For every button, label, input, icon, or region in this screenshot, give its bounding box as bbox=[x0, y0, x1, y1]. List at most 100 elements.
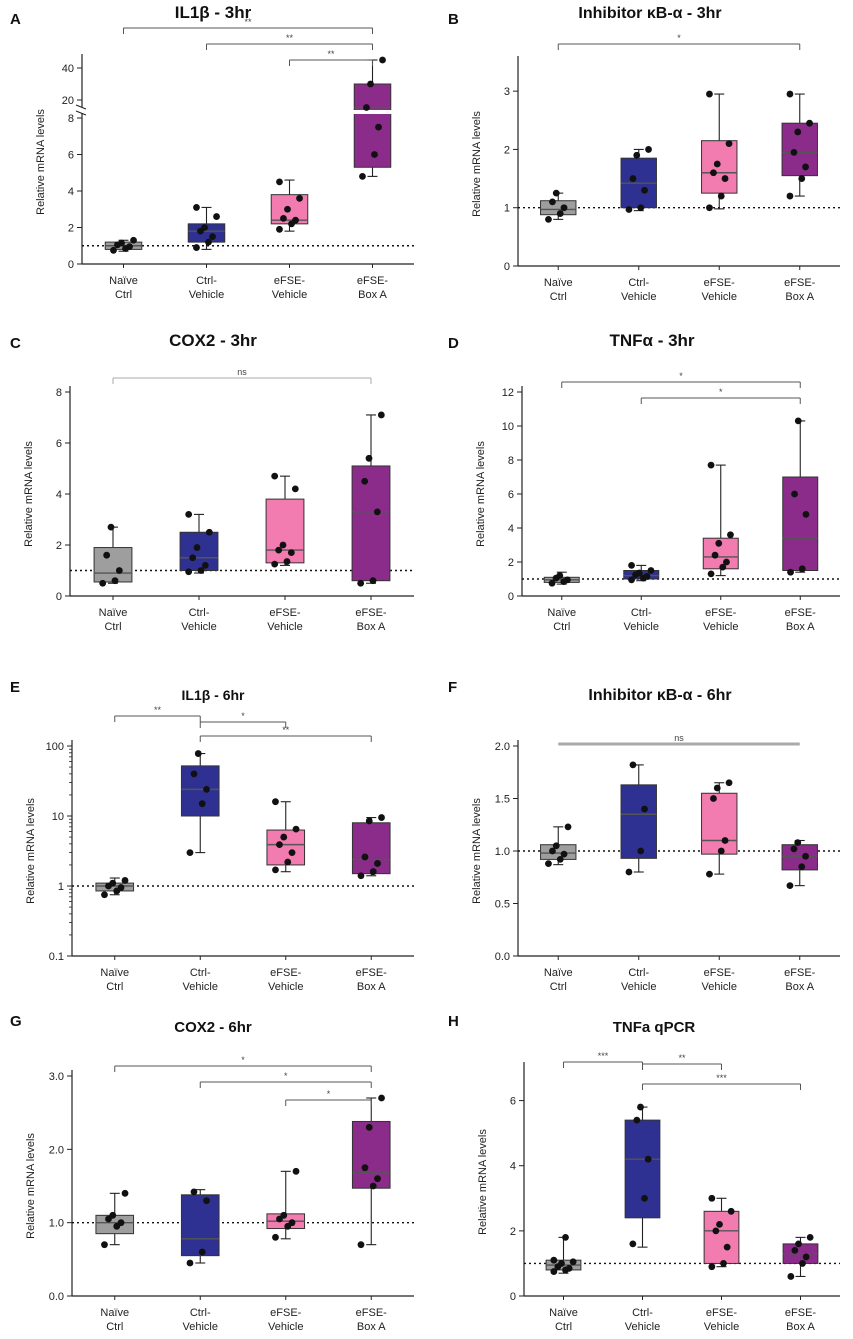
x-category-label: eFSE- bbox=[784, 967, 816, 979]
data-point bbox=[644, 1155, 652, 1163]
y-axis-label: Relative mRNA levels bbox=[25, 1133, 37, 1239]
data-point bbox=[205, 238, 212, 246]
data-point bbox=[802, 852, 809, 860]
data-point bbox=[725, 140, 733, 148]
box-3 bbox=[265, 498, 305, 564]
data-point bbox=[552, 842, 560, 850]
data-point bbox=[790, 148, 798, 156]
data-point bbox=[552, 189, 560, 197]
chart-title: TNFa qPCR bbox=[613, 1019, 696, 1036]
x-category-label: Box A bbox=[785, 291, 814, 303]
box-3 bbox=[701, 792, 738, 855]
y-axis-label: Relative mRNA levels bbox=[475, 441, 487, 547]
y-tick-label: 4 bbox=[510, 1161, 516, 1173]
data-point bbox=[562, 1233, 569, 1241]
data-point bbox=[637, 204, 645, 212]
x-category-label: Ctrl- bbox=[189, 607, 210, 619]
data-point bbox=[641, 805, 648, 813]
data-point bbox=[288, 1219, 296, 1227]
data-point bbox=[186, 1259, 194, 1267]
data-point bbox=[280, 833, 288, 841]
data-point bbox=[564, 823, 572, 831]
panel-letter: H bbox=[448, 1013, 459, 1030]
sig-label: ns bbox=[237, 367, 247, 377]
data-point bbox=[564, 576, 571, 584]
x-category-label: Ctrl- bbox=[628, 277, 649, 289]
data-point bbox=[721, 175, 729, 182]
x-category-label: Naïve bbox=[547, 607, 576, 619]
x-category-label: eFSE- bbox=[355, 607, 387, 619]
x-category-label: Box A bbox=[358, 289, 387, 301]
chart-f: F Inhibitor κB-α - 6hr 0.0 0.5 1.0 1.5 2.0 Rela… bbox=[448, 679, 840, 993]
x-category-label: eFSE- bbox=[785, 1307, 817, 1319]
y-tick-label: 1.0 bbox=[49, 1218, 64, 1230]
x-category-label: Vehicle bbox=[268, 981, 303, 993]
data-point bbox=[189, 554, 197, 562]
x-category-label: eFSE- bbox=[270, 967, 302, 979]
data-point bbox=[715, 539, 723, 547]
data-point bbox=[109, 1211, 117, 1219]
x-category-label: Vehicle bbox=[268, 1321, 303, 1333]
panel-d: D TNFα - 3hr 0 2 4 6 8 10 12 Relative mRNA levels… bbox=[426, 322, 853, 642]
panel-c: C COX2 - 3hr 0 2 4 6 8 Relative mRNA levels Naïv… bbox=[0, 322, 426, 642]
box-3 bbox=[703, 1210, 740, 1264]
y-axis-label: Relative mRNA levels bbox=[35, 109, 47, 215]
data-point bbox=[707, 461, 715, 469]
data-point bbox=[629, 761, 637, 769]
chart-b: B Inhibitor κB-α - 3hr 0 1 2 3 Relative mRNA l… bbox=[448, 5, 840, 303]
sig-label: * bbox=[719, 387, 723, 397]
sig-label: * bbox=[677, 33, 681, 43]
data-point bbox=[802, 511, 810, 518]
data-point bbox=[291, 485, 299, 493]
data-point bbox=[727, 1207, 735, 1215]
data-point bbox=[276, 225, 283, 233]
data-point bbox=[560, 850, 568, 858]
x-category-label: Naïve bbox=[100, 1307, 129, 1319]
sig-label: * bbox=[327, 1089, 331, 1099]
data-point bbox=[101, 1241, 108, 1249]
data-point bbox=[708, 1194, 716, 1202]
x-category-label: eFSE- bbox=[704, 277, 736, 289]
x-category-label: Naïve bbox=[544, 277, 573, 289]
panel-letter: C bbox=[10, 335, 21, 352]
x-category-label: Naïve bbox=[544, 967, 573, 979]
panel-letter: D bbox=[448, 335, 459, 352]
data-point bbox=[374, 1175, 381, 1183]
box-4 bbox=[351, 822, 391, 875]
box-4 bbox=[351, 465, 391, 582]
x-category-label: Ctrl bbox=[115, 289, 132, 301]
data-point bbox=[545, 860, 552, 867]
data-point bbox=[193, 244, 200, 251]
data-point bbox=[374, 860, 381, 867]
data-point bbox=[292, 1167, 300, 1175]
data-point bbox=[284, 205, 291, 213]
data-point bbox=[716, 1220, 723, 1228]
data-point bbox=[288, 849, 296, 857]
axis-break-gap bbox=[78, 107, 86, 113]
x-category-label: Box A bbox=[785, 981, 814, 993]
x-category-label: Ctrl- bbox=[632, 1307, 653, 1319]
data-point bbox=[109, 879, 117, 887]
data-point bbox=[198, 800, 206, 808]
data-point bbox=[710, 795, 717, 802]
data-point bbox=[272, 866, 279, 874]
data-point bbox=[713, 784, 721, 792]
y-tick-label: 8 bbox=[56, 387, 62, 399]
x-category-label: Vehicle bbox=[702, 981, 737, 993]
data-point bbox=[629, 1240, 637, 1248]
x-category-label: Ctrl bbox=[106, 1321, 123, 1333]
x-category-label: eFSE- bbox=[784, 277, 816, 289]
x-category-label: Naïve bbox=[549, 1307, 578, 1319]
box-3 bbox=[701, 140, 738, 194]
sig-label: * bbox=[241, 711, 245, 721]
data-point bbox=[121, 1189, 129, 1197]
data-point bbox=[357, 872, 365, 880]
data-point bbox=[193, 544, 201, 551]
data-point bbox=[717, 847, 725, 855]
data-point bbox=[365, 454, 373, 462]
data-point bbox=[272, 798, 279, 806]
data-point bbox=[357, 579, 365, 587]
y-tick-label: 6 bbox=[56, 438, 62, 450]
chart-d: D TNFα - 3hr 0 2 4 6 8 10 12 Relative mRNA levels… bbox=[448, 331, 840, 633]
x-category-label: Ctrl- bbox=[190, 967, 211, 979]
